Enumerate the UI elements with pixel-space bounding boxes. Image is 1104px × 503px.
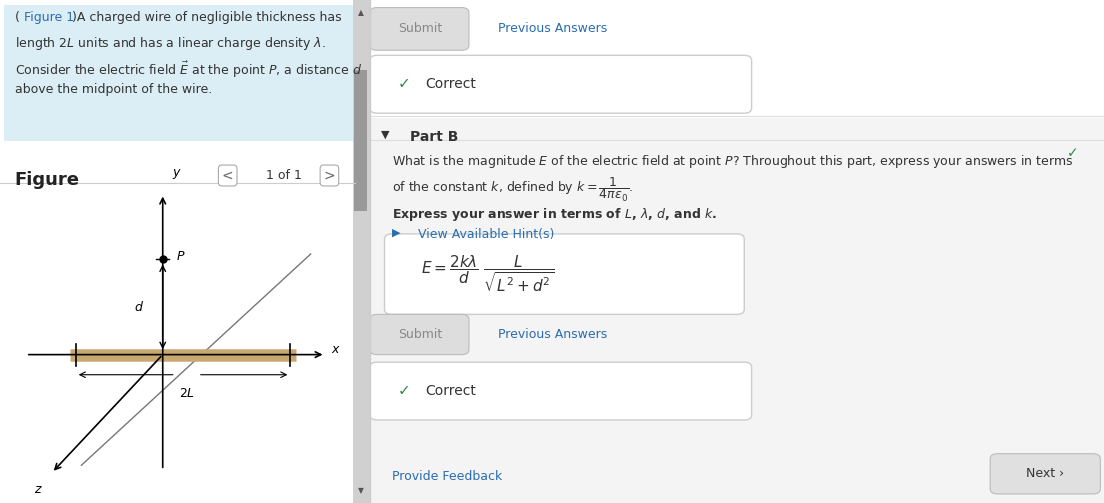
Text: >: >: [323, 169, 336, 183]
Text: )A charged wire of negligible thickness has: )A charged wire of negligible thickness …: [72, 11, 342, 24]
FancyBboxPatch shape: [370, 55, 752, 113]
Text: Previous Answers: Previous Answers: [498, 328, 607, 341]
Text: ▼: ▼: [381, 130, 390, 140]
Text: Submit: Submit: [397, 328, 442, 341]
Text: length 2$L$ units and has a linear charge density $\lambda$.: length 2$L$ units and has a linear charg…: [14, 35, 326, 52]
Text: $d$: $d$: [134, 300, 144, 314]
Text: ✓: ✓: [1066, 146, 1079, 160]
FancyBboxPatch shape: [354, 70, 368, 211]
FancyBboxPatch shape: [370, 118, 1104, 503]
Text: $x$: $x$: [331, 343, 341, 356]
Text: above the midpoint of the wire.: above the midpoint of the wire.: [14, 83, 212, 97]
Text: Correct: Correct: [425, 384, 476, 398]
Text: ▲: ▲: [358, 8, 363, 17]
FancyBboxPatch shape: [370, 8, 469, 50]
Text: $y$: $y$: [172, 167, 182, 181]
Text: ✓: ✓: [397, 383, 411, 398]
Text: ▼: ▼: [358, 486, 363, 495]
Text: Submit: Submit: [397, 23, 442, 35]
Text: Next ›: Next ›: [1027, 467, 1064, 480]
Text: Previous Answers: Previous Answers: [498, 23, 607, 35]
Text: (: (: [14, 11, 20, 24]
Text: $2L$: $2L$: [179, 387, 194, 400]
Text: What is the magnitude $E$ of the electric field at point $P$? Throughout this pa: What is the magnitude $E$ of the electri…: [392, 153, 1073, 171]
Text: Provide Feedback: Provide Feedback: [392, 470, 502, 483]
Text: Figure 1: Figure 1: [24, 11, 74, 24]
Text: $E = \dfrac{2k\lambda}{d}\ \dfrac{L}{\sqrt{L^2+d^2}}$: $E = \dfrac{2k\lambda}{d}\ \dfrac{L}{\sq…: [422, 254, 554, 294]
FancyBboxPatch shape: [353, 0, 370, 503]
FancyBboxPatch shape: [990, 454, 1101, 494]
Text: of the constant $k$, defined by $k = \dfrac{1}{4\pi\epsilon_0}$.: of the constant $k$, defined by $k = \df…: [392, 176, 633, 204]
Text: Consider the electric field $\vec{E}$ at the point $P$, a distance $d$: Consider the electric field $\vec{E}$ at…: [14, 59, 362, 79]
Text: Express your answer in terms of $L$, $\lambda$, $d$, and $k$.: Express your answer in terms of $L$, $\l…: [392, 206, 718, 223]
Text: <: <: [222, 169, 234, 183]
Text: ▶: ▶: [392, 228, 401, 238]
Text: 1 of 1: 1 of 1: [266, 169, 302, 182]
FancyBboxPatch shape: [370, 362, 752, 420]
Text: Part B: Part B: [411, 130, 458, 144]
FancyBboxPatch shape: [3, 5, 355, 141]
FancyBboxPatch shape: [384, 234, 744, 314]
Text: ✓: ✓: [397, 76, 411, 92]
Text: $z$: $z$: [34, 483, 43, 496]
Text: $P$: $P$: [176, 250, 185, 263]
Text: View Available Hint(s): View Available Hint(s): [417, 228, 554, 241]
Text: Correct: Correct: [425, 77, 476, 91]
Text: Figure: Figure: [14, 171, 79, 189]
FancyBboxPatch shape: [370, 314, 469, 355]
